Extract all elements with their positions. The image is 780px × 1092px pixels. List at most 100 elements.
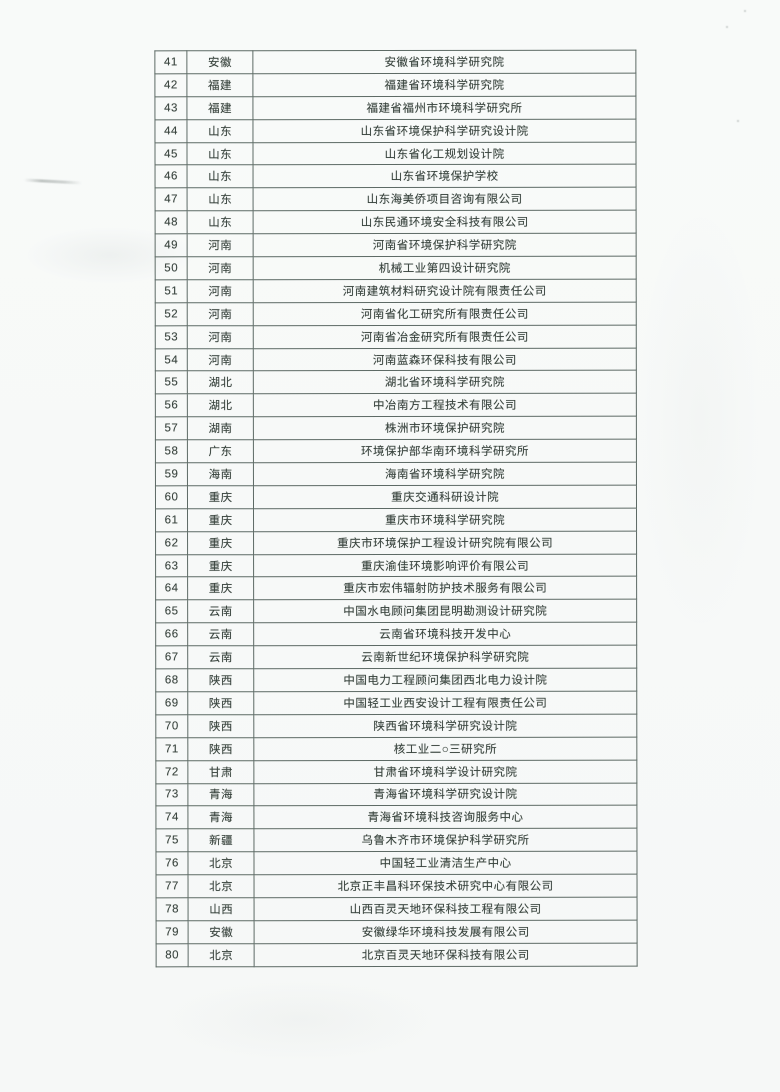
table-row: 50 河南 机械工业第四设计研究院	[155, 256, 637, 280]
row-number-cell: 79	[156, 920, 189, 944]
table-row: 45 山东 山东省化工规划设计院	[154, 141, 637, 166]
organization-cell: 重庆市宏伟辐射防护技术服务有限公司	[253, 576, 637, 601]
row-number-cell: 64	[155, 577, 188, 601]
organization-cell: 河南建筑材料研究设计院有限责任公司	[253, 279, 637, 303]
province-cell: 山东	[187, 119, 254, 143]
table-row: 56 湖北 中冶南方工程技术有限公司	[155, 393, 637, 418]
organization-cell: 中国轻工业西安设计工程有限责任公司	[253, 691, 637, 715]
organization-cell: 山东民通环境安全科技有限公司	[253, 210, 637, 234]
row-number-cell: 60	[155, 485, 188, 509]
table-row: 72 甘肃 甘肃省环境科学设计研究院	[155, 759, 637, 784]
row-number-cell: 73	[155, 783, 188, 807]
row-number-cell: 78	[156, 897, 189, 921]
province-cell: 重庆	[187, 508, 254, 532]
table-row: 54 河南 河南蓝森环保科技有限公司	[155, 347, 637, 372]
organization-cell: 安徽省环境科学研究院	[253, 50, 636, 74]
organizations-table: 41 安徽 安徽省环境科学研究院 42 福建 福建省环境科学研究院 43 福建 …	[154, 50, 638, 967]
table-row: 49 河南 河南省环境保护科学研究院	[155, 233, 637, 257]
organization-cell: 云南省环境科技开发中心	[253, 622, 637, 646]
table-row: 55 湖北 湖北省环境科学研究院	[155, 370, 637, 395]
row-number-cell: 44	[154, 119, 188, 143]
table-row: 51 河南 河南建筑材料研究设计院有限责任公司	[155, 279, 637, 303]
province-cell: 湖北	[187, 371, 254, 395]
table-row: 47 山东 山东海美侨项目咨询有限公司	[155, 187, 637, 212]
organization-cell: 河南省冶金研究所有限责任公司	[253, 324, 637, 349]
organization-cell: 河南蓝森环保科技有限公司	[253, 347, 637, 372]
row-number-cell: 45	[154, 142, 188, 166]
province-cell: 福建	[186, 73, 254, 97]
table-row: 52 河南 河南省化工研究所有限责任公司	[155, 301, 637, 326]
province-cell: 甘肃	[187, 760, 255, 784]
province-cell: 河南	[187, 256, 254, 280]
province-cell: 陕西	[187, 737, 255, 761]
row-number-cell: 51	[155, 279, 188, 303]
organization-cell: 北京百灵天地环保科技有限公司	[254, 942, 638, 967]
table-row: 53 河南 河南省冶金研究所有限责任公司	[155, 324, 637, 349]
organization-cell: 青海省环境科技咨询服务中心	[254, 805, 637, 829]
organization-cell: 机械工业第四设计研究院	[253, 256, 637, 280]
row-number-cell: 76	[155, 851, 189, 875]
province-cell: 山东	[187, 165, 254, 189]
row-number-cell: 70	[155, 714, 188, 738]
table-row: 67 云南 云南新世纪环境保护科学研究院	[155, 645, 637, 669]
scan-speck	[726, 26, 728, 28]
row-number-cell: 58	[155, 439, 188, 463]
row-number-cell: 59	[155, 462, 188, 486]
row-number-cell: 72	[155, 760, 188, 784]
organization-cell: 北京正丰昌科环保技术研究中心有限公司	[254, 874, 638, 898]
row-number-cell: 77	[156, 874, 189, 898]
organization-cell: 青海省环境科学研究设计院	[254, 782, 637, 807]
table-row: 46 山东 山东省环境保护学校	[155, 164, 637, 189]
province-cell: 山西	[188, 897, 255, 921]
organization-cell: 重庆市环境保护工程设计研究院有限公司	[253, 530, 637, 555]
row-number-cell: 53	[155, 325, 188, 349]
organization-cell: 重庆市环境科学研究院	[253, 507, 637, 532]
organization-cell: 山东省环境保护学校	[253, 164, 637, 189]
row-number-cell: 74	[155, 806, 189, 830]
table-row: 74 青海 青海省环境科技咨询服务中心	[155, 805, 637, 830]
organization-cell: 河南省化工研究所有限责任公司	[253, 301, 637, 326]
province-cell: 海南	[187, 462, 254, 486]
table-row: 71 陕西 核工业二○三研究所	[155, 736, 637, 761]
organization-cell: 山东省化工规划设计院	[253, 141, 637, 166]
table-row: 73 青海 青海省环境科学研究设计院	[155, 782, 637, 807]
organization-cell: 甘肃省环境科学设计研究院	[254, 759, 637, 784]
province-cell: 陕西	[187, 691, 254, 715]
row-number-cell: 67	[155, 645, 188, 669]
table-row: 79 安徽 安徽绿华环境科技发展有限公司	[156, 920, 638, 944]
province-cell: 陕西	[187, 714, 255, 738]
province-cell: 湖北	[187, 394, 254, 418]
province-cell: 重庆	[187, 485, 254, 509]
province-cell: 山东	[187, 210, 254, 234]
organization-cell: 重庆渝佳环境影响评价有限公司	[253, 553, 637, 578]
table-row: 62 重庆 重庆市环境保护工程设计研究院有限公司	[155, 530, 637, 555]
organization-cell: 株洲市环境保护研究院	[253, 416, 637, 440]
organization-cell: 乌鲁木齐市环境保护科学研究所	[254, 828, 637, 852]
table-row: 68 陕西 中国电力工程顾问集团西北电力设计院	[155, 668, 637, 692]
organization-cell: 环境保护部华南环境科学研究所	[253, 439, 637, 463]
organization-cell: 云南新世纪环境保护科学研究院	[253, 645, 637, 669]
province-cell: 重庆	[187, 577, 254, 601]
organization-cell: 核工业二○三研究所	[254, 736, 637, 761]
row-number-cell: 47	[155, 188, 188, 212]
province-cell: 青海	[187, 783, 255, 807]
row-number-cell: 46	[155, 165, 188, 189]
row-number-cell: 68	[155, 668, 188, 692]
row-number-cell: 52	[155, 302, 188, 326]
scan-speck	[737, 120, 739, 122]
table-row: 75 新疆 乌鲁木齐市环境保护科学研究所	[155, 828, 637, 853]
province-cell: 云南	[187, 645, 254, 669]
row-number-cell: 54	[155, 348, 188, 372]
province-cell: 重庆	[187, 531, 254, 555]
province-cell: 山东	[187, 188, 254, 212]
row-number-cell: 61	[155, 508, 188, 532]
organization-cell: 河南省环境保护科学研究院	[253, 233, 637, 257]
row-number-cell: 42	[154, 73, 187, 97]
organization-cell: 陕西省环境科学研究设计院	[253, 713, 637, 738]
table-row: 64 重庆 重庆市宏伟辐射防护技术服务有限公司	[155, 576, 637, 601]
scan-speck	[744, 10, 746, 12]
table-row: 63 重庆 重庆渝佳环境影响评价有限公司	[155, 553, 637, 578]
organization-cell: 中冶南方工程技术有限公司	[253, 393, 637, 417]
organization-cell: 重庆交通科研设计院	[253, 485, 637, 509]
